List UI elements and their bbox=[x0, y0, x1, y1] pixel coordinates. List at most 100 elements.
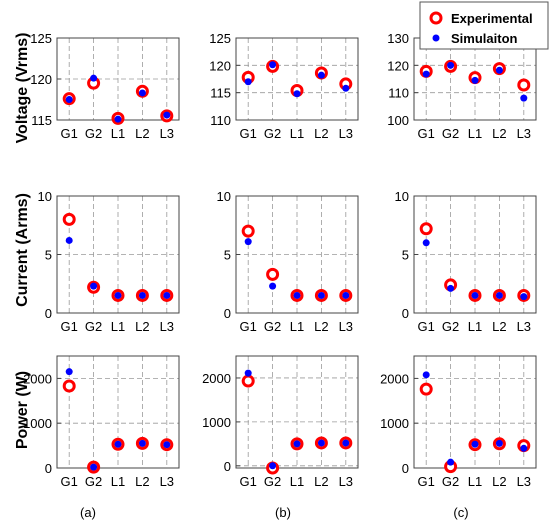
x-tick-label: L3 bbox=[339, 474, 353, 489]
y-tick-label: 125 bbox=[209, 31, 231, 46]
y-tick-label: 10 bbox=[217, 189, 231, 204]
plot-frame bbox=[56, 355, 180, 469]
x-tick-label: G1 bbox=[240, 126, 257, 141]
x-tick-label: G1 bbox=[418, 126, 435, 141]
x-tick-label: G2 bbox=[85, 474, 102, 489]
y-tick-label: 110 bbox=[210, 113, 231, 128]
simulation-point bbox=[447, 61, 455, 69]
simulation-point bbox=[317, 439, 325, 447]
x-tick-label: L2 bbox=[314, 319, 328, 334]
simulation-point bbox=[269, 282, 277, 290]
simulation-point bbox=[447, 458, 455, 466]
simulation-point bbox=[495, 291, 503, 299]
x-tick-label: G1 bbox=[61, 319, 78, 334]
simulation-point bbox=[520, 293, 528, 301]
simulation-point bbox=[342, 84, 350, 92]
simulation-point bbox=[342, 291, 350, 299]
simulation-point bbox=[65, 236, 73, 244]
x-tick-label: G2 bbox=[264, 474, 281, 489]
experimental-point bbox=[241, 224, 255, 238]
simulation-point bbox=[269, 61, 277, 69]
experimental-point bbox=[419, 382, 433, 396]
column-label-b: (b) bbox=[275, 505, 291, 520]
x-tick-label: L2 bbox=[135, 319, 149, 334]
x-tick-label: L2 bbox=[135, 126, 149, 141]
y-tick-label: 100 bbox=[387, 113, 409, 128]
y-tick-label: 0 bbox=[224, 306, 231, 321]
panel-b-voltage: 110 115 120 125 G1 G2 L1 L2 L3 bbox=[209, 31, 359, 141]
y-tick-label: 0 bbox=[45, 461, 52, 476]
x-tick-label: L3 bbox=[517, 319, 531, 334]
chart-panels: 115 120 125 G1 G2 L1 L2 L3 110 115 120 125 G1 G2 L1 L2 L… bbox=[23, 31, 537, 489]
simulation-point bbox=[244, 238, 252, 246]
x-tick-label: L2 bbox=[492, 126, 506, 141]
y-tick-label: 1000 bbox=[380, 416, 409, 431]
simulation-point bbox=[293, 440, 301, 448]
simulation-point bbox=[163, 291, 171, 299]
y-tick-label: 0 bbox=[402, 461, 409, 476]
simulation-point bbox=[244, 78, 252, 86]
panel-c-power: 0 1000 2000 G1 G2 L1 L2 L3 bbox=[380, 355, 537, 489]
plot-frame bbox=[413, 355, 537, 469]
y-tick-label: 115 bbox=[31, 113, 52, 128]
simulation-point bbox=[114, 440, 122, 448]
x-tick-label: L1 bbox=[111, 319, 125, 334]
x-tick-label: L1 bbox=[290, 319, 304, 334]
x-tick-label: G2 bbox=[442, 126, 459, 141]
y-tick-label: 2000 bbox=[23, 371, 52, 386]
column-label-c: (c) bbox=[453, 505, 468, 520]
x-tick-label: G2 bbox=[442, 474, 459, 489]
row-label-current: Current (Arms) bbox=[14, 193, 31, 307]
x-tick-label: L2 bbox=[135, 474, 149, 489]
y-tick-label: 10 bbox=[38, 189, 52, 204]
simulation-point bbox=[65, 96, 73, 103]
panel-c-current: 0 5 10 G1 G2 L1 L2 L3 bbox=[395, 189, 537, 334]
x-tick-label: L3 bbox=[160, 319, 174, 334]
simulation-point bbox=[138, 291, 146, 299]
x-tick-label: L3 bbox=[339, 126, 353, 141]
simulation-point bbox=[138, 89, 146, 97]
simulation-point bbox=[317, 291, 325, 299]
simulation-point bbox=[269, 462, 277, 470]
x-tick-label: G2 bbox=[442, 319, 459, 334]
x-tick-label: L1 bbox=[468, 474, 482, 489]
experimental-point bbox=[266, 267, 280, 281]
x-tick-label: L1 bbox=[111, 474, 125, 489]
legend-marker-simulation bbox=[432, 34, 440, 42]
x-tick-label: G1 bbox=[61, 474, 78, 489]
simulation-point bbox=[114, 115, 122, 123]
x-tick-label: L3 bbox=[339, 319, 353, 334]
x-tick-label: L1 bbox=[290, 126, 304, 141]
x-tick-label: G1 bbox=[418, 319, 435, 334]
x-tick-label: L1 bbox=[111, 126, 125, 141]
simulation-point bbox=[471, 440, 479, 448]
x-tick-label: L1 bbox=[468, 126, 482, 141]
x-tick-label: L3 bbox=[160, 126, 174, 141]
panel-c-voltage: 100 110 120 130 G1 G2 L1 L2 L3 bbox=[387, 31, 537, 141]
x-tick-label: G1 bbox=[240, 319, 257, 334]
x-tick-label: G2 bbox=[85, 319, 102, 334]
legend-label-simulation: Simulaiton bbox=[451, 31, 518, 46]
y-tick-label: 130 bbox=[387, 31, 409, 46]
panel-a-voltage: 115 120 125 G1 G2 L1 L2 L3 bbox=[30, 31, 180, 141]
y-tick-label: 1000 bbox=[202, 415, 231, 430]
simulation-point bbox=[317, 71, 325, 79]
legend-label-experimental: Experimental bbox=[451, 11, 533, 26]
y-tick-label: 110 bbox=[388, 86, 409, 101]
y-tick-label: 0 bbox=[402, 306, 409, 321]
simulation-point bbox=[244, 369, 252, 377]
simulation-point bbox=[422, 239, 430, 247]
panel-a-current: 0 5 10 G1 G2 L1 L2 L3 bbox=[38, 189, 180, 334]
y-tick-label: 0 bbox=[45, 306, 52, 321]
y-tick-label: 2000 bbox=[202, 371, 231, 386]
row-label-power: Power (W) bbox=[14, 371, 31, 449]
simulation-point bbox=[520, 94, 528, 102]
panel-a-power: 0 1000 2000 G1 G2 L1 L2 L3 bbox=[23, 355, 180, 489]
y-tick-label: 125 bbox=[30, 31, 52, 46]
x-tick-label: G2 bbox=[85, 126, 102, 141]
y-tick-label: 120 bbox=[387, 58, 409, 73]
simulation-point bbox=[422, 70, 430, 78]
simulation-point bbox=[471, 76, 479, 84]
y-tick-label: 5 bbox=[402, 248, 409, 263]
